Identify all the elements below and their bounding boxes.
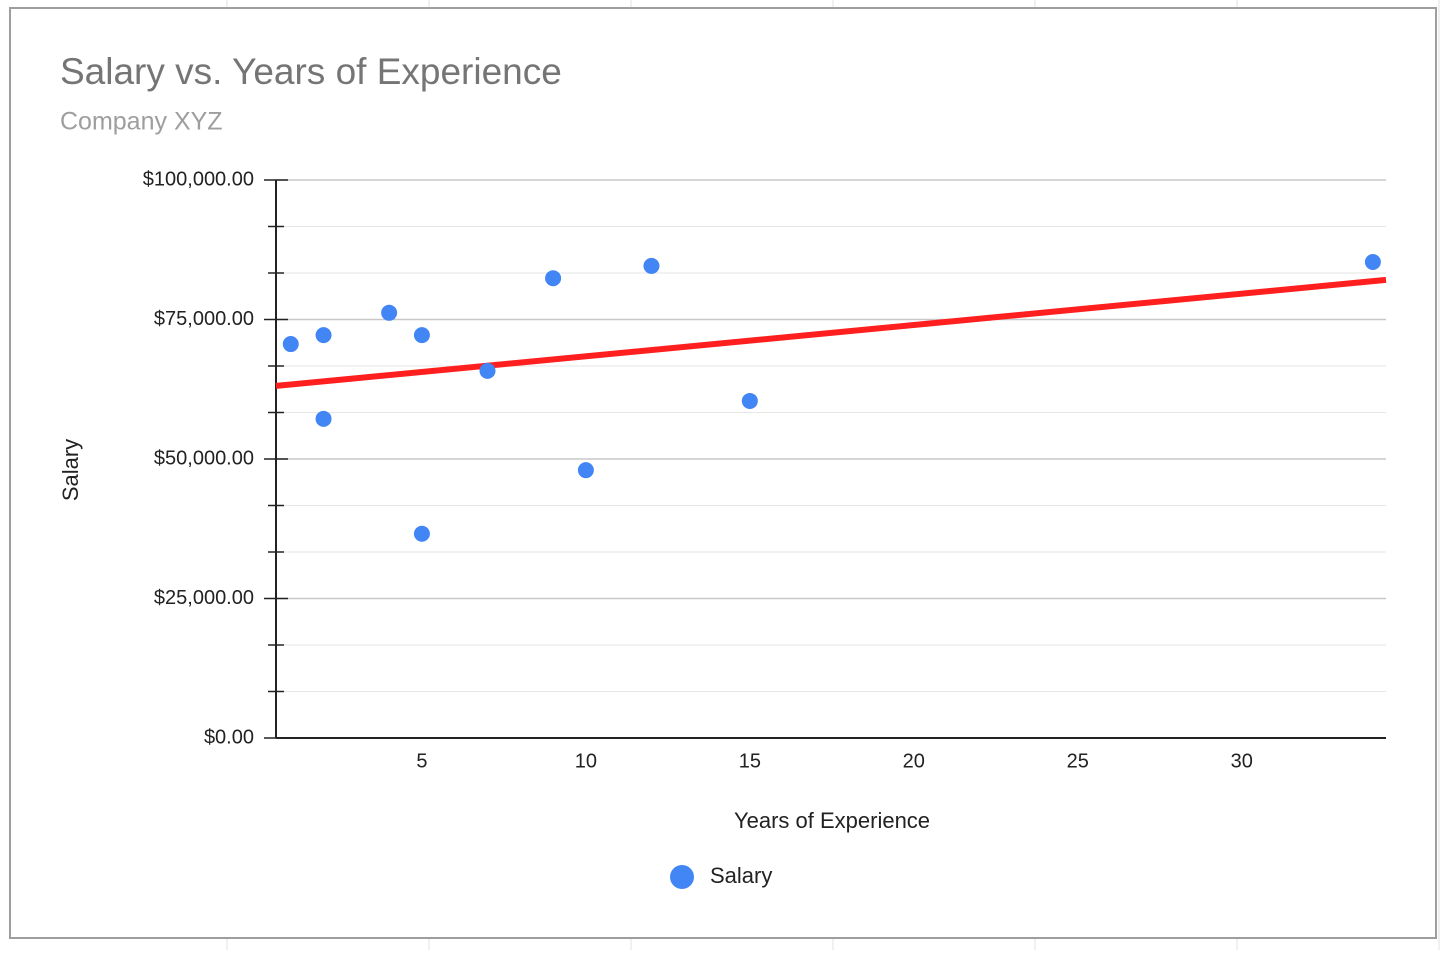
x-tick-label: 15 <box>739 750 761 772</box>
x-tick-label: 25 <box>1067 750 1089 772</box>
x-tick-label: 5 <box>416 750 427 772</box>
point <box>643 257 660 274</box>
y-tick-label: $25,000.00 <box>154 587 254 609</box>
chart-subtitle: Company XYZ <box>60 108 223 136</box>
point <box>381 304 398 321</box>
point <box>413 327 430 344</box>
point <box>413 525 430 542</box>
x-tick-label: 20 <box>903 750 925 772</box>
point <box>1364 254 1381 271</box>
point <box>577 462 594 479</box>
y-tick-label: $100,000.00 <box>143 168 254 190</box>
legend-label: Salary <box>710 863 772 888</box>
y-tick-label: $50,000.00 <box>154 447 254 469</box>
y-axis-title: Salary <box>58 439 83 501</box>
x-tick-label: 30 <box>1231 750 1253 772</box>
point <box>479 362 496 379</box>
y-tick-label: $0.00 <box>204 726 254 748</box>
trendline <box>275 276 1387 389</box>
chart-frame <box>9 7 1437 939</box>
point <box>741 392 758 409</box>
x-tick-label: 10 <box>575 750 597 772</box>
point <box>315 410 332 427</box>
y-tick-label: $75,000.00 <box>154 308 254 330</box>
point <box>315 327 332 344</box>
legend-marker <box>670 865 694 889</box>
point <box>545 270 562 287</box>
x-axis-title: Years of Experience <box>734 808 930 833</box>
chart-title: Salary vs. Years of Experience <box>60 51 562 92</box>
point <box>282 336 299 353</box>
